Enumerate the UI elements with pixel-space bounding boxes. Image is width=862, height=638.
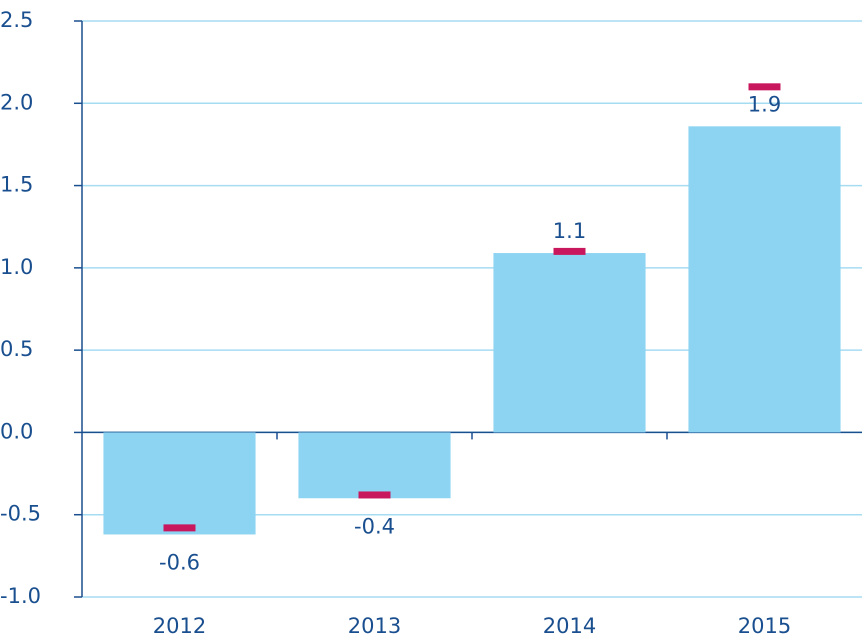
marker — [358, 491, 391, 499]
y-tick-label: 0.5 — [0, 337, 33, 361]
x-tick-label: 2014 — [543, 614, 596, 638]
y-tick-label: -0.5 — [0, 502, 41, 526]
value-label: 1.9 — [748, 92, 781, 116]
y-tick-label: 0.0 — [0, 419, 33, 443]
bar — [298, 432, 451, 499]
value-label: 1.1 — [553, 219, 586, 243]
bar — [493, 253, 646, 433]
x-tick-label: 2015 — [738, 614, 791, 638]
y-tick-label: 2.0 — [0, 90, 33, 114]
marker — [748, 83, 781, 91]
marker — [163, 524, 196, 532]
bar — [103, 432, 256, 535]
y-tick-label: -1.0 — [0, 584, 41, 608]
x-tick-label: 2012 — [153, 614, 206, 638]
value-label: -0.4 — [354, 514, 395, 538]
bar — [688, 126, 841, 433]
x-tick-label: 2013 — [348, 614, 401, 638]
value-label: -0.6 — [159, 550, 200, 574]
y-tick-label: 2.5 — [0, 8, 33, 32]
y-tick-label: 1.5 — [0, 173, 33, 197]
y-tick-label: 1.0 — [0, 255, 33, 279]
marker — [553, 247, 586, 255]
